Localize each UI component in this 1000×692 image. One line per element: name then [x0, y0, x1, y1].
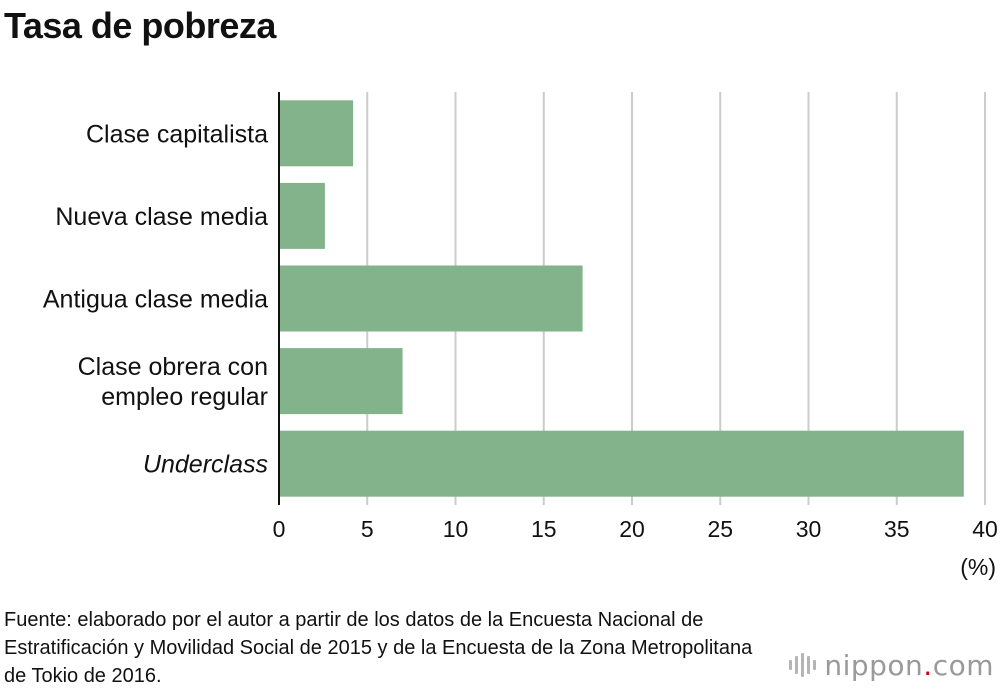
x-tick-labels: 0 5 10 15 20 25 30 35 40 [273, 516, 998, 542]
bar [279, 100, 354, 167]
category-labels: Clase capitalista Nueva clase media Antigu… [43, 120, 268, 478]
x-tick-label: 20 [619, 516, 645, 542]
chart-title: Tasa de pobreza [4, 5, 276, 46]
x-tick-label: 35 [884, 516, 910, 542]
bar [279, 265, 583, 332]
category-label: Underclass [143, 451, 268, 479]
x-tick-label: 25 [707, 516, 733, 542]
logo-dot: . [923, 648, 933, 682]
x-unit-label: (%) [960, 554, 996, 580]
bar-chart: Clase capitalista Nueva clase media Antigu… [43, 92, 998, 580]
x-tick-label: 10 [443, 516, 469, 542]
bars [279, 100, 964, 497]
category-label: Clase capitalista [86, 120, 268, 148]
logo-suffix: com [932, 648, 994, 682]
x-tick-label: 15 [531, 516, 557, 542]
category-label: Antigua clase media [43, 286, 268, 314]
x-tick-label: 5 [361, 516, 374, 542]
x-tick-label: 0 [273, 516, 286, 542]
x-tick-label: 40 [972, 516, 998, 542]
bar [279, 182, 325, 249]
bar [279, 348, 403, 415]
nippon-logo: nippon. com [789, 648, 994, 682]
logo-bars-icon [789, 653, 817, 677]
category-label: Nueva clase media [55, 203, 268, 231]
source-note: Fuente: elaborado por el autor a partir … [4, 609, 753, 687]
bar [279, 430, 964, 497]
x-tick-label: 30 [796, 516, 822, 542]
logo-name: nippon [824, 648, 924, 682]
category-label: Clase obrera con empleo regular [78, 353, 268, 411]
